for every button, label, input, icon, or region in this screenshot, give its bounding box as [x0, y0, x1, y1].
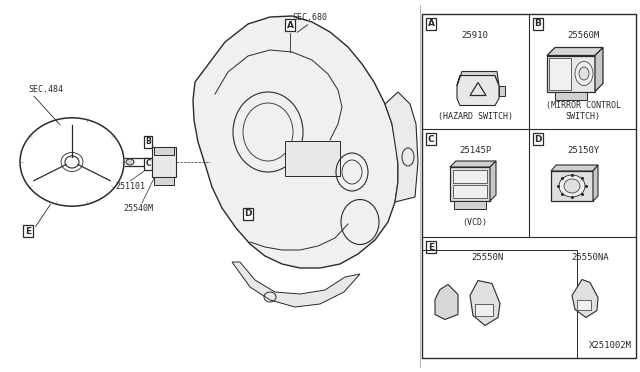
- Polygon shape: [457, 76, 499, 106]
- Text: D: D: [534, 135, 541, 144]
- Bar: [549, 58, 571, 90]
- Polygon shape: [551, 165, 598, 171]
- Bar: [422, 14, 636, 358]
- Text: B: B: [534, 19, 541, 29]
- Ellipse shape: [559, 175, 585, 197]
- Bar: [453, 170, 487, 183]
- Bar: [152, 147, 176, 177]
- Bar: [154, 147, 174, 155]
- Text: A: A: [428, 19, 435, 29]
- Text: D: D: [244, 209, 252, 218]
- Text: E: E: [428, 243, 434, 251]
- Bar: [450, 167, 490, 201]
- Text: C: C: [145, 160, 151, 169]
- Bar: [285, 141, 340, 176]
- Text: X251002M: X251002M: [589, 341, 632, 350]
- Polygon shape: [595, 48, 603, 92]
- Bar: [475, 304, 493, 315]
- Polygon shape: [232, 262, 360, 307]
- Polygon shape: [457, 71, 499, 86]
- Polygon shape: [490, 161, 496, 201]
- Polygon shape: [450, 161, 496, 167]
- Text: 25145P: 25145P: [459, 146, 491, 155]
- Text: (HAZARD SWITCH): (HAZARD SWITCH): [438, 112, 513, 122]
- Ellipse shape: [126, 159, 134, 165]
- Text: 25550NA: 25550NA: [571, 253, 609, 262]
- Text: SEC.680: SEC.680: [292, 13, 328, 22]
- Polygon shape: [547, 48, 603, 55]
- Polygon shape: [572, 279, 598, 317]
- Polygon shape: [193, 16, 398, 268]
- Ellipse shape: [564, 179, 580, 193]
- Bar: [453, 185, 487, 198]
- Text: A: A: [287, 20, 294, 29]
- Polygon shape: [385, 92, 418, 202]
- Ellipse shape: [575, 61, 593, 86]
- Text: 25540M: 25540M: [123, 204, 153, 213]
- Polygon shape: [470, 280, 500, 326]
- Bar: [154, 177, 174, 185]
- Text: (MIRROR CONTROL
SWITCH): (MIRROR CONTROL SWITCH): [545, 101, 621, 121]
- Text: B: B: [145, 138, 151, 147]
- Text: 25150Y: 25150Y: [567, 146, 599, 155]
- Text: 25910: 25910: [461, 31, 488, 40]
- Bar: [499, 86, 505, 96]
- Text: 25560M: 25560M: [567, 31, 599, 40]
- Bar: [547, 55, 595, 92]
- Polygon shape: [435, 285, 458, 320]
- Ellipse shape: [579, 67, 589, 80]
- Text: 25550N: 25550N: [471, 253, 503, 262]
- Bar: [577, 299, 591, 310]
- Text: (VCD): (VCD): [463, 218, 488, 228]
- Text: E: E: [25, 227, 31, 235]
- Text: SEC.484: SEC.484: [28, 86, 63, 94]
- Text: 251101: 251101: [115, 182, 145, 191]
- Bar: [422, 250, 577, 358]
- Polygon shape: [593, 165, 598, 201]
- Bar: [551, 171, 593, 201]
- Bar: [555, 92, 587, 99]
- Text: C: C: [428, 135, 435, 144]
- Bar: [454, 201, 486, 209]
